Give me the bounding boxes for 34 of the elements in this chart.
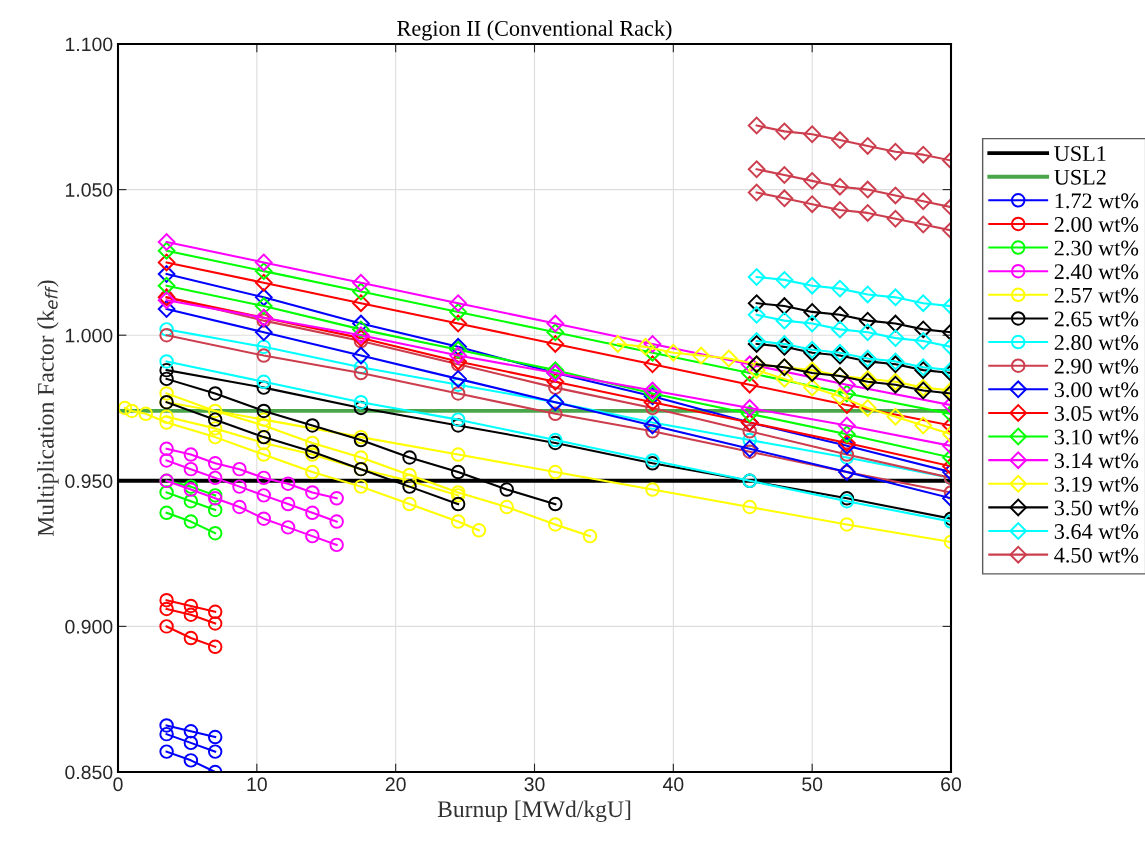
legend-label: 2.30 wt%	[1054, 240, 1139, 256]
legend-label: 2.65 wt%	[1054, 311, 1139, 327]
legend-label: 3.50 wt%	[1054, 500, 1139, 516]
x-tick-label: 10	[247, 777, 267, 792]
legend-label: 4.50 wt%	[1054, 547, 1139, 563]
legend-label: USL1	[1054, 146, 1106, 162]
legend-label: 3.19 wt%	[1054, 476, 1139, 492]
chart-title: Region II (Conventional Rack)	[397, 20, 672, 41]
y-tick-label: 1.000	[65, 328, 113, 343]
y-tick-label: 1.100	[65, 37, 113, 52]
legend-label: 1.72 wt%	[1055, 193, 1139, 209]
x-tick-label: 0	[113, 777, 123, 792]
x-tick-label: 40	[662, 777, 684, 792]
legend-label: 2.90 wt%	[1054, 358, 1139, 374]
y-axis-title: Multiplication Factor (k$_{eff}$)	[37, 280, 59, 537]
y-tick-label: 1.050	[65, 183, 113, 197]
x-tick-label: 30	[524, 777, 545, 792]
y-tick-label: 0.850	[65, 765, 113, 780]
y-tick-label: 0.950	[65, 474, 113, 489]
y-tick-label: 0.900	[65, 619, 113, 634]
legend-label: 3.10 wt%	[1054, 429, 1139, 445]
legend-label: 3.14 wt%	[1054, 453, 1139, 469]
legend-label: 2.40 wt%	[1054, 264, 1139, 280]
legend-label: 2.57 wt%	[1054, 287, 1139, 303]
legend-label: 3.05 wt%	[1054, 405, 1139, 422]
legend-label: 2.80 wt%	[1054, 335, 1139, 351]
legend-label: 3.00 wt%	[1054, 382, 1139, 398]
x-tick-label: 20	[385, 777, 406, 792]
x-axis-title: Burnup [MWd/kgU]	[437, 800, 631, 823]
legend-label: 3.64 wt%	[1054, 524, 1139, 540]
legend-label: USL2	[1054, 169, 1106, 185]
x-tick-label: 50	[802, 777, 823, 792]
x-tick-label: 60	[941, 777, 962, 792]
legend-label: 2.00 wt%	[1054, 216, 1139, 233]
